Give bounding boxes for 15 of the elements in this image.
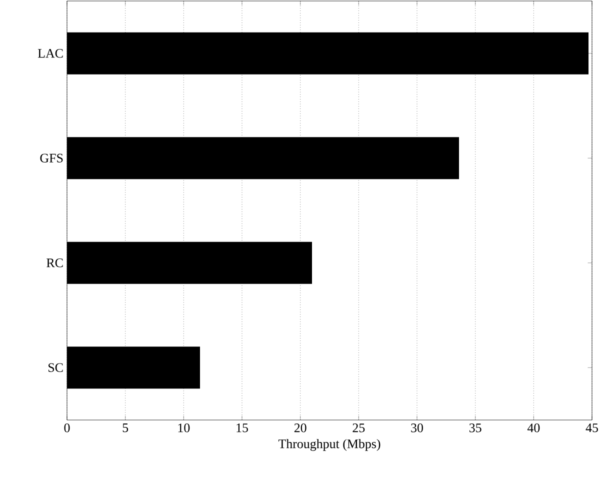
y-tick-label: LAC — [38, 49, 63, 58]
x-axis-title: Throughput (Mbps) — [278, 439, 380, 451]
y-tick-label: GFS — [40, 154, 63, 162]
x-tick-label: 0 — [64, 424, 70, 432]
x-tick-label: 25 — [352, 424, 365, 432]
y-tick-label: RC — [46, 258, 63, 268]
y-tick-label: SC — [48, 363, 63, 372]
x-tick-label: 20 — [294, 424, 306, 432]
x-tick-label: 5 — [122, 424, 128, 432]
x-tick-label: 35 — [469, 424, 482, 432]
x-tick-label: 15 — [236, 424, 248, 432]
x-tick-label: 45 — [586, 424, 598, 432]
x-tick-label: 40 — [527, 424, 540, 432]
x-tick-label: 30 — [411, 424, 423, 432]
x-tick-label: 10 — [178, 424, 190, 432]
